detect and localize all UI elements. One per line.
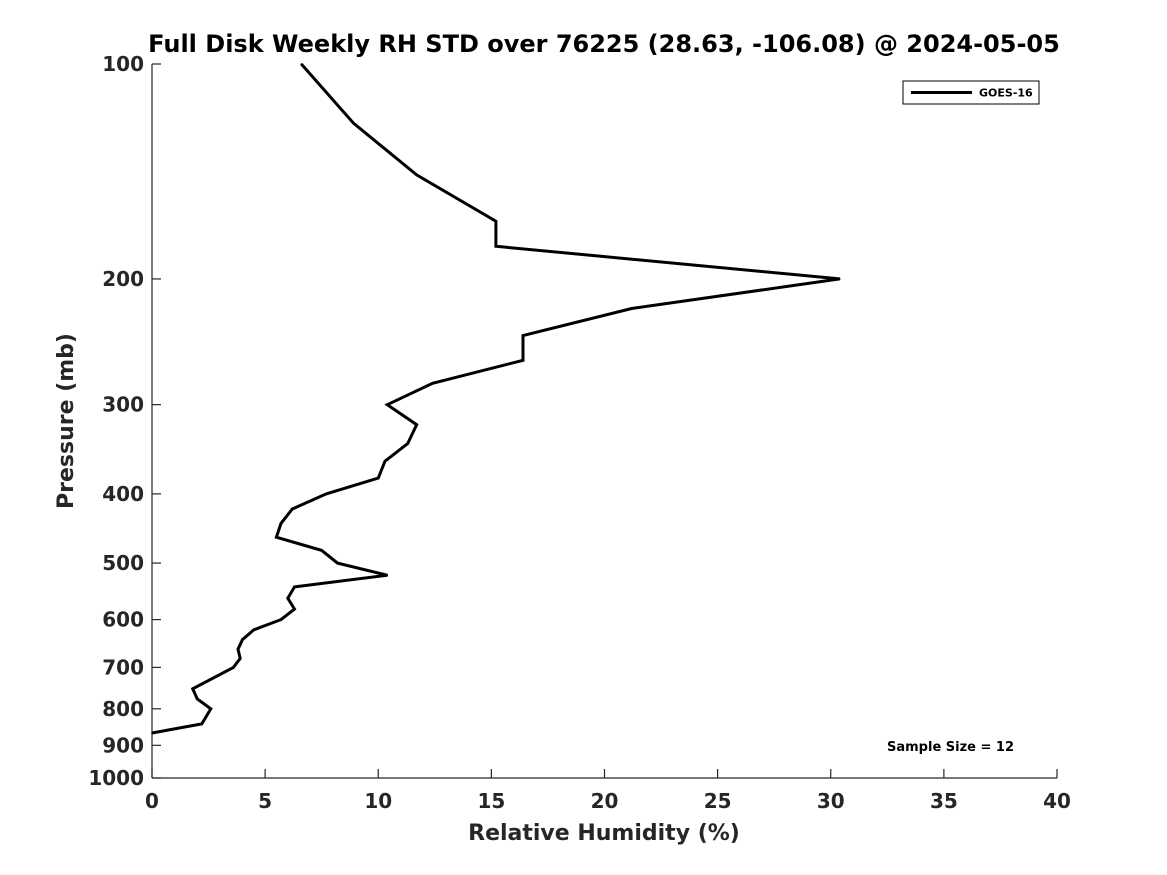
- data-point: [280, 522, 282, 525]
- data-point: [839, 278, 841, 280]
- x-ticks: 0 5 10 15 20 25 30 35 40: [145, 769, 1071, 813]
- x-tick-label: 10: [364, 789, 392, 813]
- y-tick-label: 700: [102, 655, 144, 679]
- y-tick-label: 300: [102, 393, 144, 417]
- x-tick-label: 15: [477, 789, 505, 813]
- y-axis-label: Pressure (mb): [54, 333, 79, 509]
- data-point: [320, 549, 323, 552]
- chart-title: Full Disk Weekly RH STD over 76225 (28.6…: [148, 30, 1060, 58]
- data-point: [384, 460, 386, 462]
- y-tick-label: 900: [102, 733, 144, 757]
- data-point: [232, 666, 235, 669]
- y-ticks: 100 200 300 400 500 600 700 800 900 1000: [88, 52, 161, 790]
- data-point: [386, 403, 389, 406]
- x-tick-label: 20: [591, 789, 619, 813]
- x-tick-label: 25: [704, 789, 732, 813]
- data-point: [151, 732, 153, 734]
- data-point: [415, 174, 418, 176]
- x-tick-label: 0: [145, 789, 159, 813]
- data-point: [196, 698, 199, 700]
- data-point: [200, 723, 203, 725]
- legend: GOES-16: [902, 80, 1040, 105]
- data-point: [286, 597, 289, 600]
- series-layer: [151, 63, 841, 735]
- y-tick-label: 800: [102, 697, 144, 721]
- data-point: [280, 618, 282, 621]
- data-point: [241, 638, 244, 641]
- y-tick-label: 400: [102, 482, 144, 506]
- x-tick-label: 5: [258, 789, 272, 813]
- data-point: [630, 307, 633, 310]
- sample-size-annotation: Sample Size = 12: [887, 740, 1014, 755]
- y-tick-label: 500: [102, 551, 144, 575]
- data-point: [325, 493, 328, 495]
- y-tick-label: 600: [102, 608, 144, 632]
- data-point: [406, 442, 409, 445]
- data-point: [495, 220, 497, 222]
- data-point: [191, 687, 194, 690]
- y-tick-label: 200: [102, 267, 144, 291]
- x-tick-label: 30: [817, 789, 845, 813]
- data-point: [386, 574, 389, 577]
- data-point: [210, 708, 212, 710]
- data-point: [336, 562, 339, 564]
- legend-label-goes-16: GOES-16: [979, 87, 1033, 100]
- data-point: [415, 423, 418, 426]
- data-point: [377, 477, 380, 479]
- data-point: [522, 334, 524, 337]
- data-point: [522, 359, 524, 362]
- data-point: [293, 586, 296, 588]
- data-point: [275, 536, 278, 539]
- data-point: [239, 657, 242, 660]
- data-point: [291, 508, 294, 510]
- data-point: [237, 648, 239, 650]
- data-point: [352, 122, 355, 124]
- series-line-goes-16: [151, 63, 841, 735]
- data-point: [300, 63, 303, 65]
- x-axis-label: Relative Humidity (%): [468, 821, 740, 846]
- data-point: [431, 382, 434, 385]
- data-point: [495, 245, 497, 248]
- x-tick-label: 35: [930, 789, 958, 813]
- y-tick-label: 1000: [88, 766, 144, 790]
- y-tick-label: 100: [102, 52, 144, 76]
- data-point: [253, 628, 255, 631]
- x-tick-label: 40: [1043, 789, 1071, 813]
- data-point: [293, 608, 296, 610]
